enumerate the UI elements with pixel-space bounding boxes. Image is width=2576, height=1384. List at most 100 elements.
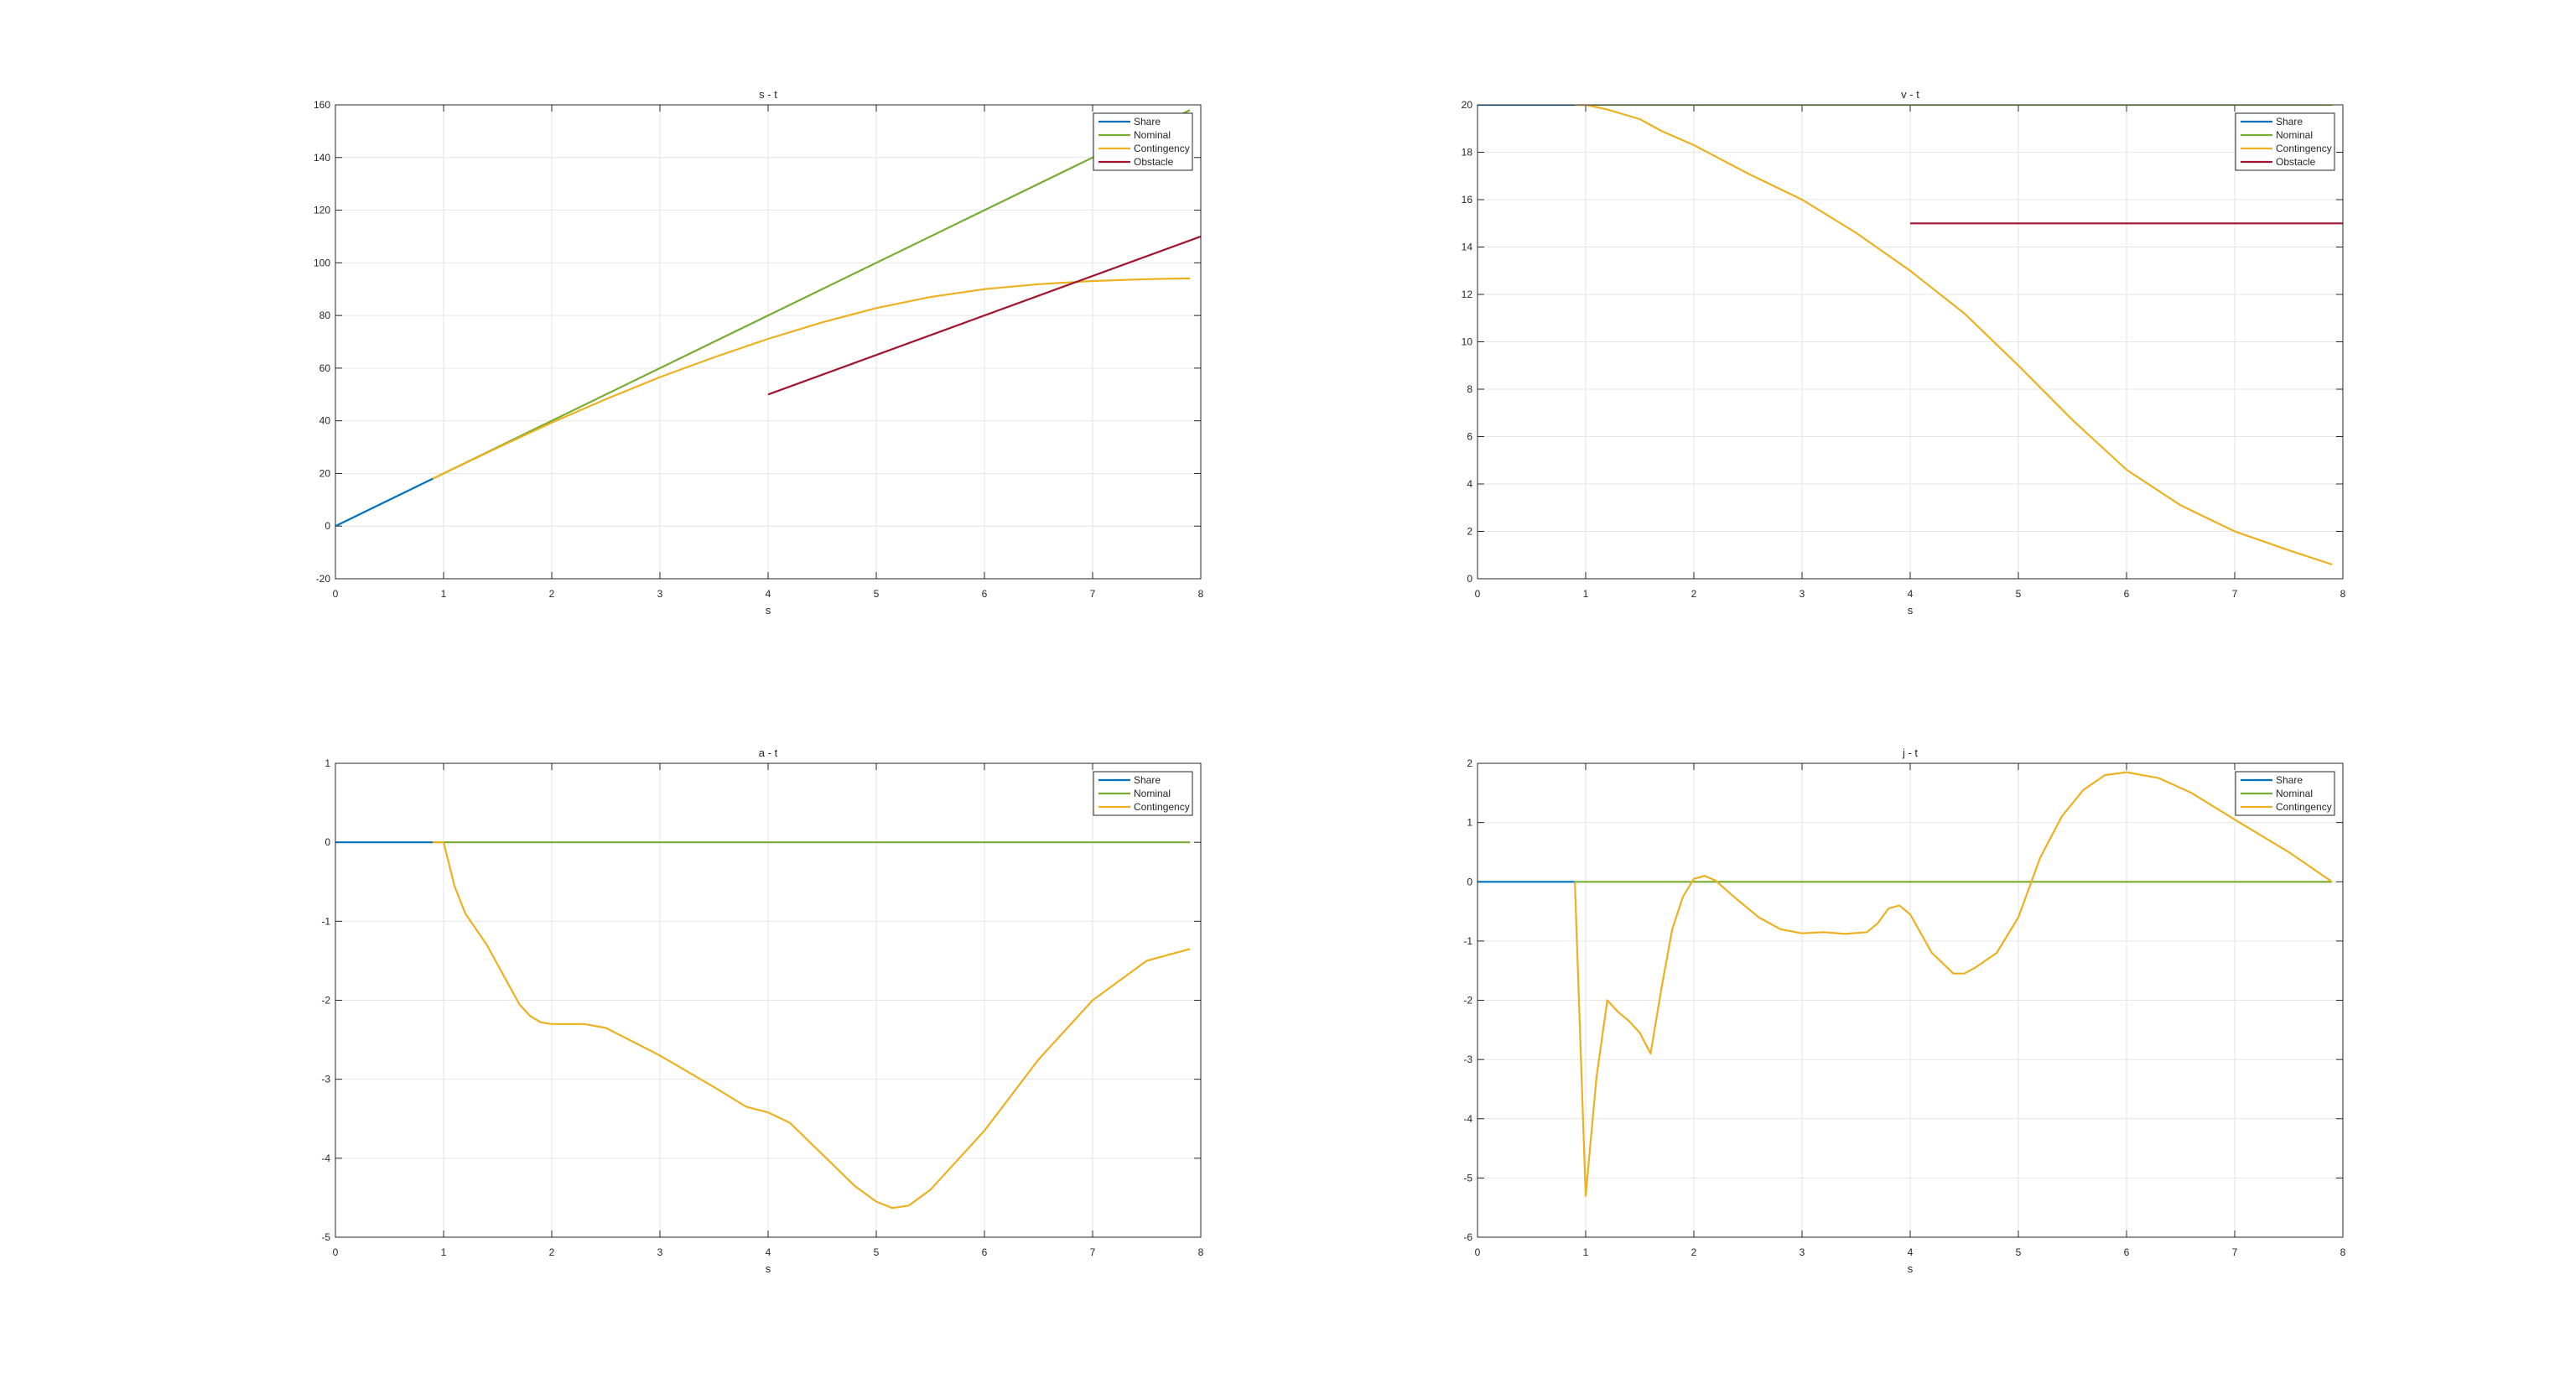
series-line-nominal	[432, 109, 1191, 480]
legend: Share Nominal Contingency Obstacle	[1093, 112, 1193, 171]
y-tick-label: 20	[319, 467, 331, 479]
legend: Share Nominal Contingency	[1093, 771, 1193, 816]
y-tick-label: -6	[1463, 1231, 1472, 1243]
x-tick-label: 8	[1198, 588, 1204, 600]
x-tick-label: 7	[2232, 1246, 2238, 1258]
x-tick-label: 0	[1475, 1246, 1481, 1258]
y-tick-label: 120	[314, 205, 330, 216]
y-tick-label: 18	[1462, 147, 1473, 159]
x-tick-label: 6	[2124, 588, 2130, 600]
subplot-a-t: 0 1 2 3 4 5 6 7 8 -5 -4 -3 -2 -1 0 1 a - t s Share Nominal C…	[321, 747, 1203, 1275]
y-tick-label: -3	[1463, 1054, 1472, 1065]
axes-box	[335, 104, 1202, 580]
y-tick-label: -5	[1463, 1172, 1472, 1184]
legend-label-obstacle: Obstacle	[1134, 156, 1174, 168]
x-tick-label: 0	[333, 1246, 339, 1258]
subplot-j-t: 0 1 2 3 4 5 6 7 8 -6 -5 -4 -3 -2 -1 0 1 2 j - t s Share Nomin…	[1463, 747, 2345, 1275]
y-tick-label: 0	[1467, 573, 1472, 585]
y-tick-label: 2	[1467, 526, 1472, 538]
axes-box	[335, 762, 1202, 1238]
x-tick-label: 4	[1908, 1246, 1914, 1258]
legend-label-share: Share	[2276, 116, 2303, 127]
x-tick-label: 8	[2340, 588, 2346, 600]
x-tick-label: 6	[982, 588, 988, 600]
series-line-contingency	[1574, 771, 2333, 1197]
y-tick-label: -2	[321, 995, 330, 1007]
legend-box	[2235, 112, 2335, 171]
x-tick-label: 3	[657, 1246, 663, 1258]
chart-title: j - t	[1902, 747, 1918, 759]
x-tick-label: 0	[333, 588, 339, 600]
x-tick-label: 6	[2124, 1246, 2130, 1258]
x-axis-label: s	[1908, 1262, 1914, 1275]
x-tick-label: 7	[1090, 1246, 1096, 1258]
y-tick-label: 160	[314, 99, 330, 111]
x-tick-label: 7	[1090, 588, 1096, 600]
x-tick-label: 5	[2016, 588, 2022, 600]
y-tick-label: 12	[1462, 289, 1473, 300]
axes-box	[1477, 104, 2344, 580]
y-tick-label: 10	[1462, 336, 1473, 348]
x-axis-label: s	[766, 1262, 771, 1275]
y-tick-label: 0	[1467, 876, 1472, 887]
y-tick-label: -2	[1463, 995, 1472, 1007]
legend-label-obstacle: Obstacle	[2276, 156, 2316, 168]
legend-label-contingency: Contingency	[1134, 801, 1190, 813]
x-axis-label: s	[766, 604, 771, 617]
legend-label-share: Share	[1134, 774, 1161, 786]
legend-label-contingency: Contingency	[2276, 801, 2332, 813]
series-line-share	[335, 477, 434, 528]
x-tick-label: 1	[1583, 1246, 1589, 1258]
y-tick-label: -4	[1463, 1113, 1472, 1125]
x-tick-label: 7	[2232, 588, 2238, 600]
series-line-contingency	[1575, 105, 2333, 566]
x-tick-label: 8	[2340, 1246, 2346, 1258]
y-tick-label: 100	[314, 257, 330, 268]
x-tick-label: 2	[549, 588, 555, 600]
x-tick-label: 1	[441, 588, 447, 600]
legend-box	[1093, 112, 1193, 171]
x-tick-label: 5	[874, 1246, 880, 1258]
x-tick-label: 4	[1908, 588, 1914, 600]
y-tick-label: 14	[1462, 242, 1473, 253]
y-tick-label: -1	[1463, 935, 1472, 947]
x-tick-label: 3	[657, 588, 663, 600]
y-tick-label: 2	[1467, 757, 1472, 769]
x-tick-label: 6	[982, 1246, 988, 1258]
y-tick-label: 0	[325, 520, 330, 532]
y-tick-label: 40	[319, 415, 331, 427]
x-tick-label: 0	[1475, 588, 1481, 600]
y-tick-label: -4	[321, 1152, 330, 1164]
legend-label-contingency: Contingency	[1134, 143, 1190, 154]
y-tick-label: -5	[321, 1231, 330, 1243]
legend: Share Nominal Contingency Obstacle	[2235, 112, 2335, 171]
legend-label-nominal: Nominal	[1134, 788, 1171, 799]
legend-label-share: Share	[2276, 774, 2303, 786]
x-tick-label: 2	[1691, 588, 1697, 600]
series-line-contingency	[433, 841, 1191, 1210]
x-tick-label: 1	[1583, 588, 1589, 600]
legend-label-nominal: Nominal	[2276, 788, 2313, 799]
legend-label-nominal: Nominal	[2276, 129, 2313, 141]
x-tick-label: 2	[549, 1246, 555, 1258]
x-tick-label: 2	[1691, 1246, 1697, 1258]
chart-title: v - t	[1901, 88, 1919, 101]
axes-box	[1477, 762, 2344, 1238]
y-tick-label: -20	[316, 573, 331, 585]
legend-label-contingency: Contingency	[2276, 143, 2332, 154]
x-tick-label: 3	[1800, 1246, 1805, 1258]
y-tick-label: 0	[325, 836, 330, 848]
y-tick-label: 60	[319, 362, 331, 374]
x-tick-label: 8	[1198, 1246, 1204, 1258]
legend-label-share: Share	[1134, 116, 1161, 127]
y-tick-label: 20	[1462, 99, 1473, 111]
y-tick-label: 8	[1467, 383, 1472, 395]
y-tick-label: -1	[321, 915, 330, 927]
y-tick-label: 1	[325, 757, 330, 769]
x-axis-label: s	[1908, 604, 1914, 617]
y-tick-label: 80	[319, 310, 331, 321]
series-line-obstacle	[767, 235, 1201, 396]
legend: Share Nominal Contingency	[2235, 771, 2335, 816]
